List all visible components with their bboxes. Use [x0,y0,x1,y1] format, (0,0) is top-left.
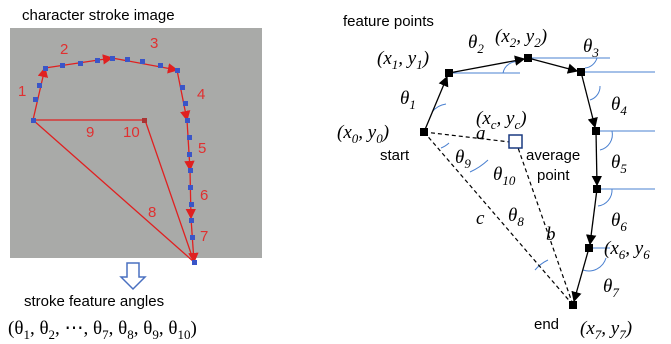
label-part: θ [468,32,477,53]
subscript: 10 [177,327,190,342]
caption: stroke feature angles [24,293,164,310]
label-part: , y [625,238,644,259]
label-part: , ⋯, θ [55,318,102,339]
segment-label: 9 [86,124,94,141]
label-part: θ [400,88,409,109]
label-part: θ [583,36,592,57]
label-part: , y [497,108,516,129]
average-point [509,135,522,148]
subscript: 2 [477,41,484,56]
label-part: ) [382,122,389,143]
subscript: 7 [612,285,619,300]
subscript: 4 [620,103,627,118]
angle-label: θ1 [400,88,416,112]
figure: character stroke image 1 2 3 4 5 6 7 8 9… [0,0,671,344]
label-part: (x [604,238,619,259]
subscript: 9 [464,156,471,171]
label-part: θ [508,205,517,226]
subscript: 8 [517,214,524,229]
angle-label: θ10 [493,164,516,188]
subscript: 6 [643,247,650,262]
angle-label: θ5 [611,152,627,176]
coord-label: (x6, y6 [604,238,650,262]
right-title: feature points [343,13,434,30]
label-part: , y [358,122,377,143]
formula: (θ1, θ2, ⋯, θ7, θ8, θ9, θ10) [8,318,197,342]
label-part: θ [611,152,620,173]
label-part: (x [337,122,352,143]
subscript: 3 [591,45,599,60]
label-part: ) [190,318,196,339]
label-part: , y [516,26,535,47]
angle-label: θ3 [583,36,599,60]
segment-label: 2 [60,41,68,58]
label-part: , θ [134,318,153,339]
label-part: , y [398,48,417,69]
segment-label: 7 [200,228,208,245]
label-part: ) [519,108,526,129]
label-part: , θ [109,318,128,339]
label-part: (θ [8,318,23,339]
subscript: 6 [620,219,627,234]
label-part: ) [422,48,429,69]
label-part: θ [611,94,620,115]
label-part: θ [611,210,620,231]
label-part: θ [493,164,502,185]
coord-label: (x1, y1) [377,48,429,72]
label-part: θ [455,147,464,168]
angle-label: θ9 [455,147,471,171]
label-part: , y [601,318,620,339]
segment-label: 6 [200,187,208,204]
angle-label: θ8 [508,205,524,229]
segment-label: 4 [197,86,205,103]
segment-label: 1 [18,83,26,100]
angle-label: θ6 [611,210,627,234]
label-part: (x [495,26,510,47]
average-label: point [537,167,570,184]
label-part: θ [603,276,612,297]
label-part: , θ [30,318,49,339]
angle-label: θ2 [468,32,484,56]
coord-label: (x0, y0) [337,122,389,146]
label-part: (x [580,318,595,339]
segment-label: 5 [198,140,206,157]
label-part: , θ [159,318,178,339]
segment-label: 3 [150,35,158,52]
edge-label: a [476,123,486,144]
down-arrow [121,263,145,289]
segment-label: 8 [148,204,156,221]
subscript: 5 [620,161,627,176]
angle-label: θ7 [603,276,619,300]
average-label: average [526,147,580,164]
end-label: end [534,316,559,333]
label-part: ) [625,318,632,339]
label-part: (x [377,48,392,69]
start-label: start [380,147,410,164]
edge-label: b [546,224,556,245]
subscript: 1 [409,97,416,112]
coord-label: (x2, y2) [495,26,547,50]
coord-label: (x7, y7) [580,318,632,342]
edge-label: c [476,208,485,229]
subscript: 10 [502,173,516,188]
left-title: character stroke image [22,7,175,24]
segment-label: 10 [123,124,140,141]
label-part: ) [540,26,547,47]
angle-label: θ4 [611,94,627,118]
